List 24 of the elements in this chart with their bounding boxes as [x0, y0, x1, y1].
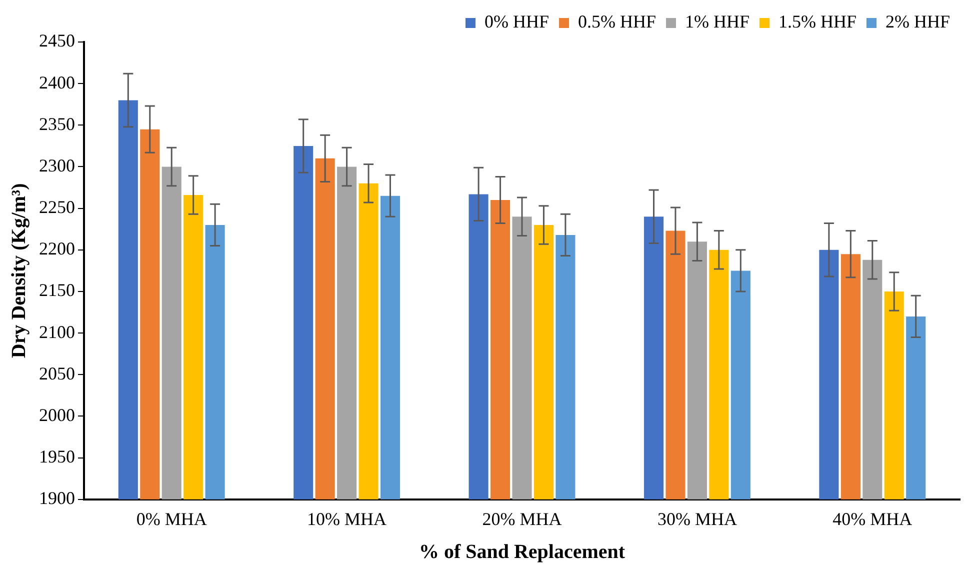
y-axis-title: Dry Density (Kg/m³)	[8, 183, 30, 358]
y-tick-label: 2150	[39, 280, 75, 300]
y-tick-label: 1950	[39, 446, 75, 467]
y-tick-label: 2000	[39, 404, 75, 425]
legend-label: 2% HHF	[885, 12, 950, 32]
y-tick-label: 2300	[39, 155, 75, 176]
legend-label: 0% HHF	[484, 12, 549, 32]
legend-label: 1.5% HHF	[778, 12, 857, 32]
y-tick-label: 2100	[39, 322, 75, 342]
y-tick-label: 2400	[39, 72, 75, 92]
y-tick-label: 2050	[39, 363, 75, 384]
y-tick-label: 2250	[39, 197, 75, 218]
y-tick-label: 1900	[39, 488, 75, 508]
x-tick-label: 30% MHA	[657, 508, 737, 529]
legend-label: 0.5% HHF	[578, 12, 656, 32]
legend-label: 1% HHF	[684, 12, 750, 32]
x-tick-label: 10% MHA	[307, 508, 387, 529]
y-tick-label: 2450	[39, 30, 75, 51]
x-axis-title: % of Sand Replacement	[418, 541, 626, 564]
y-tick-label: 2350	[39, 114, 75, 134]
x-tick-label: 20% MHA	[482, 508, 562, 529]
y-tick-label: 2200	[39, 238, 75, 259]
x-tick-label: 40% MHA	[832, 508, 912, 529]
x-tick-label: 0% MHA	[136, 508, 207, 529]
